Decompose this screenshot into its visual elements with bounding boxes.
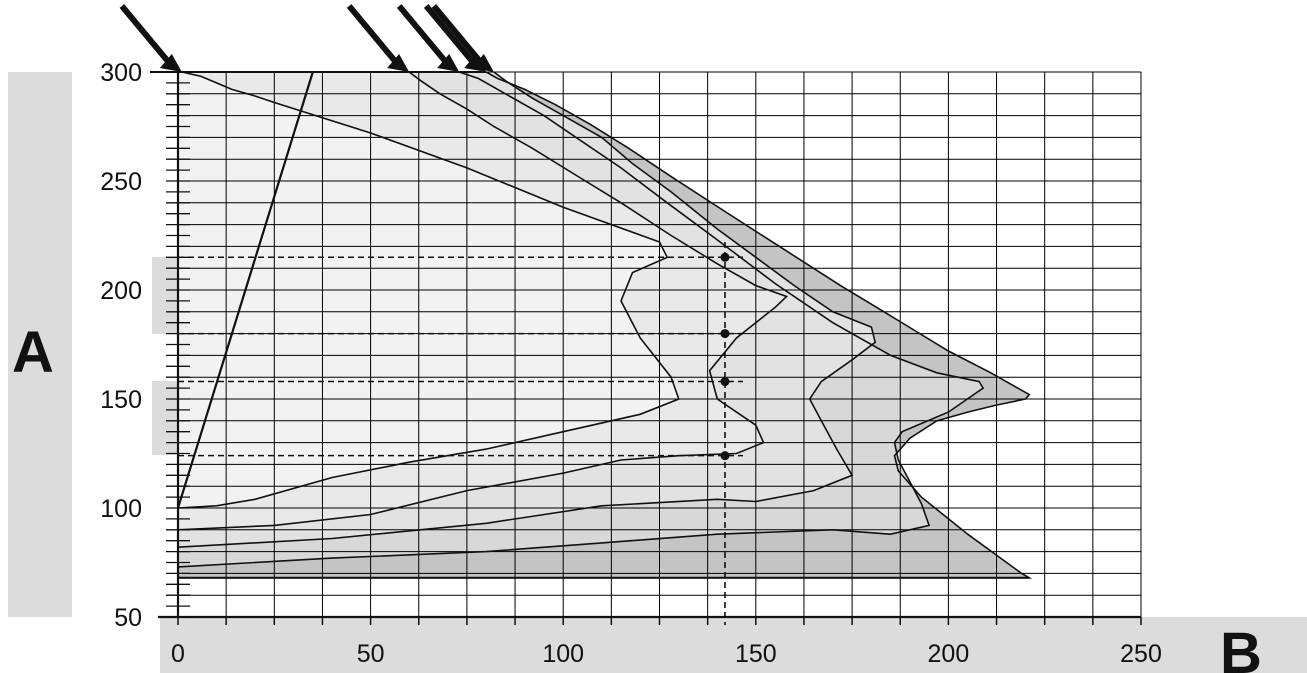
angle-markers: 110° 105° 100°95°90° — [104, 0, 494, 72]
curve-1 — [177, 71, 985, 568]
curve-lines — [176, 71, 1033, 579]
area-fills — [178, 72, 1030, 578]
x-tick-label: 150 — [735, 640, 777, 668]
arrow-shaft — [396, 4, 452, 68]
highlight-band-lower — [152, 381, 177, 455]
y-tick-label: 200 — [100, 277, 142, 305]
x-axis-band — [160, 617, 1307, 673]
arrow-head — [437, 54, 460, 72]
y-tick-label: 100 — [100, 495, 142, 523]
reference-point — [720, 252, 730, 262]
y-tick-label: 150 — [100, 386, 142, 414]
angle-label: 95° — [386, 0, 416, 3]
y-tick-label: 300 — [100, 59, 142, 87]
x-tick-label: 100 — [542, 640, 584, 668]
curve-2 — [177, 71, 877, 548]
arrow-head — [387, 54, 410, 72]
x-tick-label: 50 — [357, 640, 385, 668]
reference-point — [720, 377, 730, 387]
reference-point — [720, 329, 730, 339]
y-tick-label: 50 — [114, 604, 142, 632]
tick-labels: 0 50 100 150 200 250 50 100 150 200 250 300 — [100, 59, 1162, 668]
boundary-line — [176, 71, 314, 509]
angle-label: 110° — [104, 0, 144, 3]
angle-label: 105° — [330, 0, 371, 3]
x-tick-label: 250 — [1120, 640, 1162, 668]
angle-label: 90° — [413, 0, 443, 3]
reference-point — [720, 451, 730, 461]
arrow-shaft — [346, 4, 402, 68]
arrow-shaft — [423, 4, 479, 68]
y-tick-label: 250 — [100, 168, 142, 196]
y-axis-letter: A — [12, 320, 54, 385]
arrow-head — [159, 54, 182, 72]
angle-label: 100° — [415, 0, 456, 3]
arrow-shaft — [119, 4, 175, 68]
axis-ticks — [166, 71, 1142, 625]
reference-lines — [178, 242, 743, 625]
grid-lines — [177, 71, 1142, 618]
arrow-head — [464, 54, 487, 72]
x-tick-label: 0 — [171, 640, 185, 668]
curve-4 — [177, 71, 680, 509]
x-axis-letter: B — [1220, 621, 1262, 673]
highlight-band-upper — [152, 257, 177, 334]
y-axis-band — [8, 72, 72, 617]
curve-3 — [177, 71, 789, 531]
x-tick-label: 200 — [928, 640, 970, 668]
